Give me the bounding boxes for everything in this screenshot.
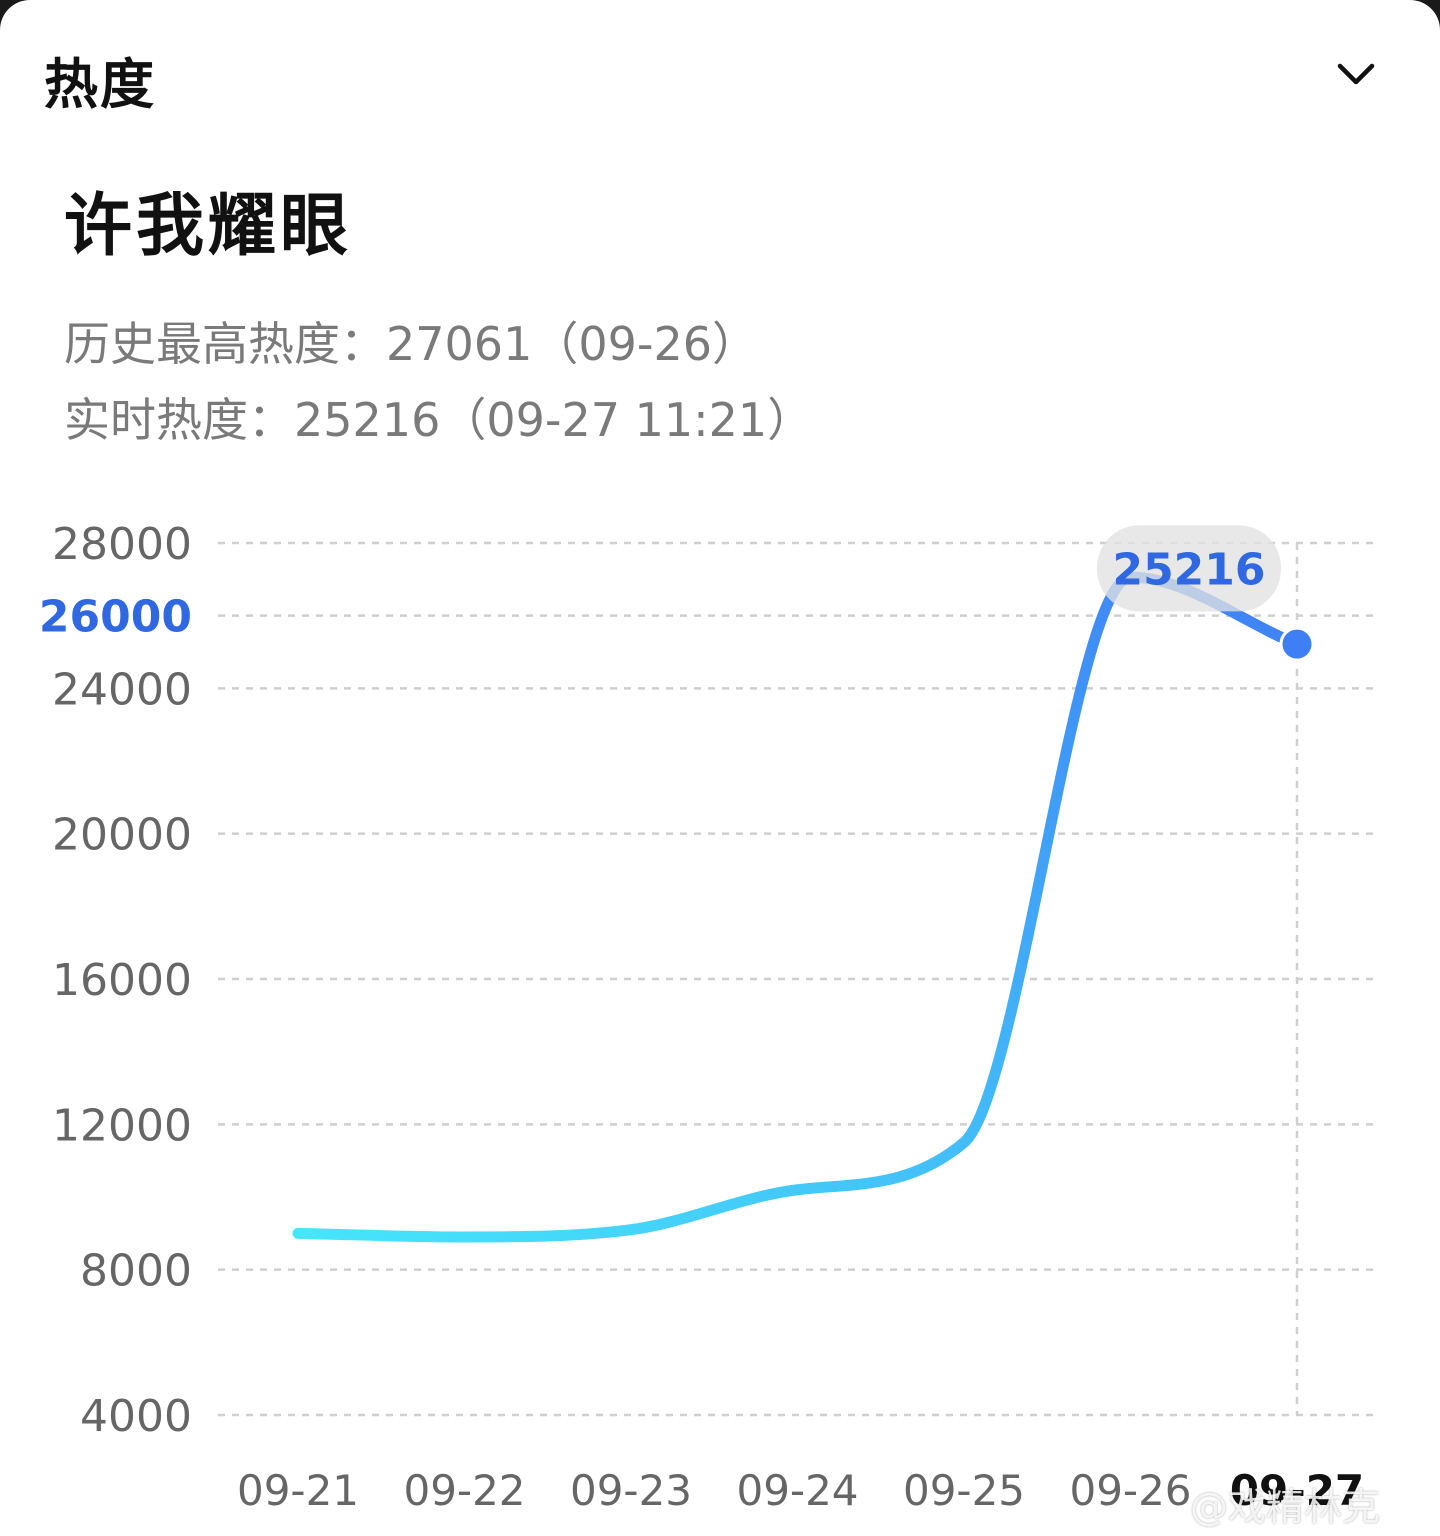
heat-line-chart: 4000 8000 12000 16000 20000 24000 26000 28000 25… [39,519,1375,1515]
y-tick-label-4000: 4000 [80,1391,192,1442]
x-tick-label-09-27: 09-27 [1230,1466,1364,1515]
data-point-09-24 [794,1186,802,1194]
active-data-point [1279,626,1315,662]
x-tick-label-09-21: 09-21 [237,1466,359,1515]
x-tick-label-09-26: 09-26 [1069,1466,1191,1515]
y-tick-label-26000: 26000 [39,592,192,643]
y-tick-label-24000: 24000 [52,664,192,715]
series-line [292,571,1303,1243]
y-tick-label-16000: 16000 [52,955,192,1006]
section-title: 热度 [44,53,156,116]
x-tick-label-09-25: 09-25 [903,1466,1025,1515]
movie-title: 许我耀眼 [64,187,353,266]
chevron-down-icon[interactable] [1326,50,1386,102]
watermark: @戏精林克 [1190,1485,1381,1529]
y-tick-label-12000: 12000 [52,1100,192,1151]
x-tick-label-09-23: 09-23 [570,1466,692,1515]
data-point-09-21 [294,1229,302,1237]
peak-heat-stat: 历史最高热度：27061（09-26） [64,317,758,371]
data-point-09-22 [461,1233,469,1241]
realtime-heat-stat: 实时热度：25216（09-27 11:21） [64,393,814,447]
data-point-09-23 [627,1226,635,1234]
y-tick-label-20000: 20000 [52,810,192,861]
y-tick-label-28000: 28000 [52,519,192,570]
data-point-09-25 [960,1139,968,1147]
value-tooltip [1097,525,1281,612]
x-tick-label-09-24: 09-24 [736,1466,858,1515]
y-tick-label-8000: 8000 [80,1246,192,1297]
value-tooltip-label: 25216 [1112,544,1265,595]
x-tick-label-09-22: 09-22 [403,1466,525,1515]
